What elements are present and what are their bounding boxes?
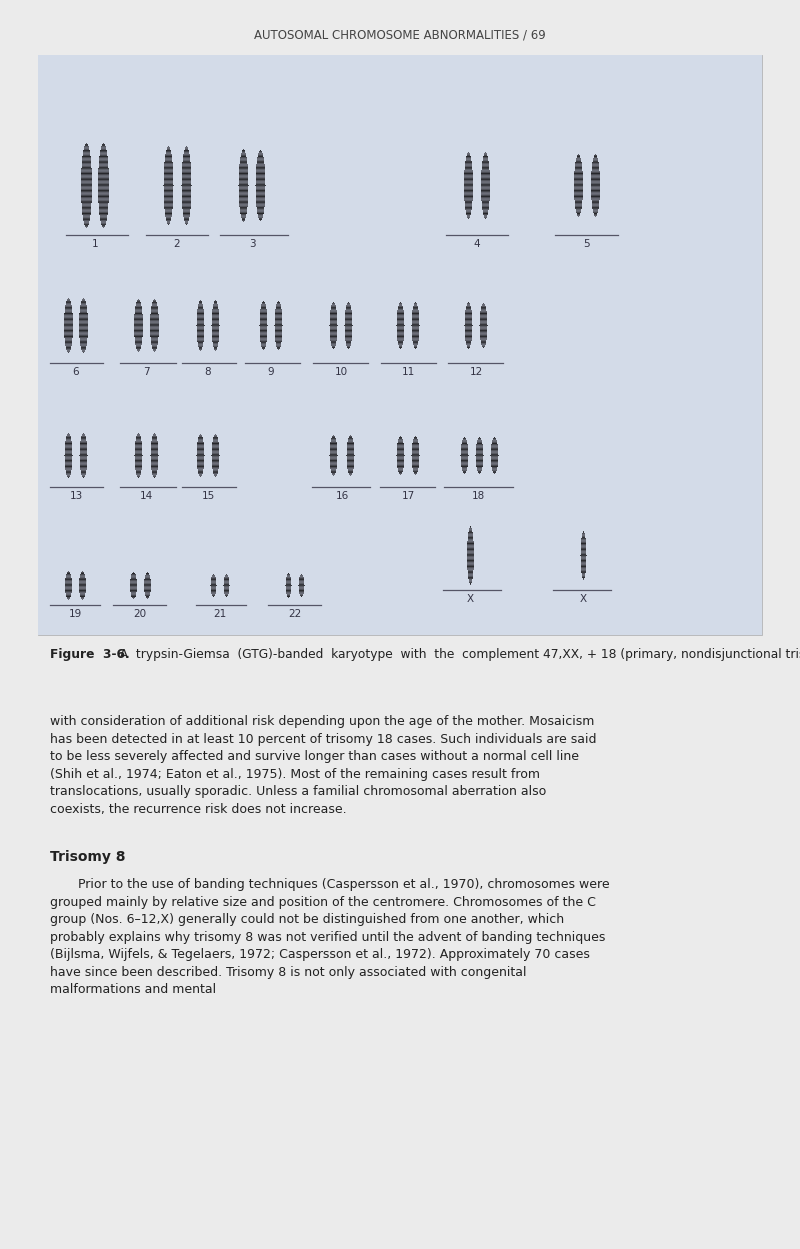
Bar	[38, 55, 762, 634]
Text: 11: 11	[402, 367, 414, 377]
Text: 9: 9	[268, 367, 274, 377]
Text: 4: 4	[474, 239, 480, 249]
Text: 6: 6	[73, 367, 79, 377]
Text: Prior to the use of banding techniques (Caspersson et al., 1970), chromosomes we: Prior to the use of banding techniques (…	[78, 878, 610, 891]
Text: 17: 17	[402, 491, 414, 501]
Text: 5: 5	[584, 239, 590, 249]
Text: Trisomy 8: Trisomy 8	[50, 851, 126, 864]
Text: probably explains why trisomy 8 was not verified until the advent of banding tec: probably explains why trisomy 8 was not …	[50, 931, 606, 943]
Text: have since been described. Trisomy 8 is not only associated with congenital: have since been described. Trisomy 8 is …	[50, 965, 526, 978]
Text: has been detected in at least 10 percent of trisomy 18 cases. Such individuals a: has been detected in at least 10 percent…	[50, 732, 597, 746]
Text: 2: 2	[174, 239, 180, 249]
Text: 1: 1	[92, 239, 98, 249]
Text: X: X	[579, 595, 586, 605]
Text: malformations and mental: malformations and mental	[50, 983, 216, 995]
Text: translocations, usually sporadic. Unless a familial chromosomal aberration also: translocations, usually sporadic. Unless…	[50, 786, 546, 798]
Text: group (Nos. 6–12,X) generally could not be distinguished from one another, which: group (Nos. 6–12,X) generally could not …	[50, 913, 564, 926]
Text: grouped mainly by relative size and position of the centromere. Chromosomes of t: grouped mainly by relative size and posi…	[50, 896, 596, 908]
Text: 10: 10	[334, 367, 347, 377]
Text: Figure  3-6.: Figure 3-6.	[50, 648, 130, 661]
Text: 22: 22	[288, 610, 302, 620]
Text: 12: 12	[470, 367, 482, 377]
Text: 3: 3	[249, 239, 255, 249]
Text: 8: 8	[205, 367, 211, 377]
Text: 13: 13	[70, 491, 82, 501]
Text: (Shih et al., 1974; Eaton et al., 1975). Most of the remaining cases result from: (Shih et al., 1974; Eaton et al., 1975).…	[50, 767, 540, 781]
Text: to be less severely affected and survive longer than cases without a normal cell: to be less severely affected and survive…	[50, 749, 579, 763]
Text: coexists, the recurrence risk does not increase.: coexists, the recurrence risk does not i…	[50, 803, 346, 816]
Text: with consideration of additional risk depending upon the age of the mother. Mosa: with consideration of additional risk de…	[50, 714, 594, 728]
Text: X: X	[466, 595, 474, 605]
Text: 18: 18	[471, 491, 485, 501]
Text: 15: 15	[202, 491, 214, 501]
Text: AUTOSOMAL CHROMOSOME ABNORMALITIES / 69: AUTOSOMAL CHROMOSOME ABNORMALITIES / 69	[254, 27, 546, 41]
Text: 19: 19	[68, 610, 82, 620]
Text: (Bijlsma, Wijfels, & Tegelaers, 1972; Caspersson et al., 1972). Approximately 70: (Bijlsma, Wijfels, & Tegelaers, 1972; Ca…	[50, 948, 590, 960]
Text: 16: 16	[335, 491, 349, 501]
Text: 7: 7	[142, 367, 150, 377]
Text: 20: 20	[134, 610, 146, 620]
Text: 21: 21	[214, 610, 226, 620]
Text: 14: 14	[139, 491, 153, 501]
Text: A  trypsin-Giemsa  (GTG)-banded  karyotype  with  the  complement 47,XX, + 18 (p: A trypsin-Giemsa (GTG)-banded karyotype …	[112, 648, 800, 661]
